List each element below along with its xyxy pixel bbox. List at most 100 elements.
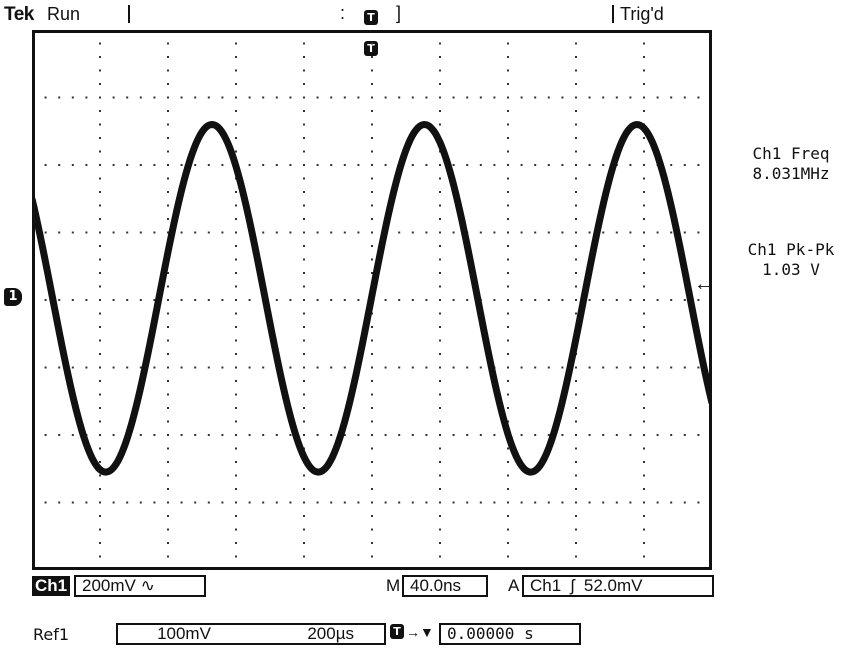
grid-dot: [235, 501, 237, 504]
grid-dot: [167, 420, 169, 423]
grid-dot: [303, 474, 305, 477]
reference-settings-box[interactable]: 100mV 200µs: [116, 623, 386, 645]
grid-dot: [153, 164, 156, 166]
grid-dot: [439, 488, 441, 490]
grid-dot: [697, 164, 700, 166]
grid-dot: [507, 245, 509, 247]
grid-dot: [371, 69, 373, 72]
peak-to-peak-label: Ch1 Pk-Pk: [747, 240, 835, 259]
grid-dot: [439, 191, 441, 193]
grid-dot: [520, 164, 523, 166]
grid-dot: [153, 434, 156, 436]
grid-dot: [167, 515, 169, 517]
grid-dot: [507, 407, 509, 409]
grid-dot: [99, 407, 101, 409]
grid-dot: [602, 164, 605, 166]
grid-dot: [439, 123, 441, 126]
grid-dot: [235, 366, 237, 369]
grid-dot: [343, 299, 346, 301]
grid-dot: [167, 528, 169, 531]
grid-dot: [303, 339, 305, 342]
grid-dot: [479, 164, 482, 166]
ch1-ground-level-marker[interactable]: 1: [4, 288, 22, 306]
grid-dot: [371, 393, 373, 396]
grid-dot: [343, 96, 346, 99]
grid-dot: [58, 231, 61, 234]
grid-dot: [167, 164, 169, 166]
grid-dot: [425, 231, 428, 234]
grid-dot: [180, 299, 183, 301]
grid-dot: [507, 137, 509, 139]
grid-dot: [235, 326, 237, 328]
grid-dot: [547, 164, 550, 166]
grid-dot: [615, 501, 618, 504]
grid-dot: [371, 366, 373, 369]
timebase-box[interactable]: 40.0ns: [402, 575, 488, 597]
grid-dot: [275, 434, 278, 436]
grid-dot: [167, 326, 169, 328]
grid-dot: [194, 231, 197, 234]
grid-dot: [235, 420, 237, 423]
grid-dot: [398, 299, 401, 301]
grid-dot: [466, 501, 469, 504]
grid-dot: [207, 366, 210, 369]
grid-dot: [99, 83, 101, 85]
grid-dot: [343, 366, 346, 369]
grid-dot: [58, 501, 61, 504]
grid-dot: [575, 407, 577, 409]
grid-dot: [44, 299, 47, 301]
grid-dot: [262, 501, 265, 504]
trigger-point-marker-icon[interactable]: T: [364, 41, 378, 56]
grid-dot: [167, 488, 169, 490]
grid-dot: [411, 164, 414, 166]
grid-dot: [643, 69, 645, 72]
grid-dot: [439, 434, 441, 436]
grid-dot: [520, 299, 523, 301]
grid-dot: [303, 231, 305, 234]
channel-1-label[interactable]: Ch1: [32, 576, 71, 596]
reference-offset-box[interactable]: 0.00000 s: [439, 623, 581, 645]
grid-dot: [71, 434, 74, 436]
grid-dot: [112, 96, 115, 99]
grid-dot: [303, 312, 305, 315]
grid-dot: [683, 434, 686, 436]
grid-dot: [316, 501, 319, 504]
grid-dot: [99, 488, 101, 490]
grid-dot: [452, 96, 455, 99]
grid-dot: [180, 434, 183, 436]
grid-dot: [643, 542, 645, 544]
grid-dot: [248, 501, 251, 504]
grid-dot: [371, 434, 373, 436]
grid-dot: [425, 366, 428, 369]
grid-dot: [303, 42, 305, 45]
grid-dot: [534, 299, 537, 301]
grid-dot: [167, 555, 169, 558]
grid-dot: [439, 501, 441, 504]
grid-dot: [316, 164, 319, 166]
grid-dot: [167, 83, 169, 85]
trigger-settings-box[interactable]: Ch1 ʃ 52.0mV: [522, 575, 714, 597]
grid-dot: [316, 96, 319, 99]
grid-dot: [303, 528, 305, 531]
grid-dot: [371, 56, 373, 58]
grid-dot: [643, 299, 645, 301]
grid-dot: [99, 312, 101, 315]
grid-dot: [643, 528, 645, 531]
waveform-display[interactable]: [32, 30, 712, 570]
grid-dot: [303, 177, 305, 180]
grid-dot: [439, 272, 441, 274]
grid-dot: [643, 218, 645, 220]
grid-dot: [547, 299, 550, 301]
grid-dot: [275, 231, 278, 234]
grid-dot: [235, 204, 237, 207]
ch1-vertical-scale-box[interactable]: 200mV ∿: [74, 575, 206, 597]
grid-dot: [588, 434, 591, 436]
grid-dot: [602, 96, 605, 99]
grid-dot: [167, 150, 169, 153]
graticule: [32, 30, 712, 570]
grid-dot: [112, 501, 115, 504]
grid-dot: [316, 299, 319, 301]
grid-dot: [112, 164, 115, 166]
grid-dot: [303, 56, 305, 58]
grid-dot: [99, 353, 101, 355]
